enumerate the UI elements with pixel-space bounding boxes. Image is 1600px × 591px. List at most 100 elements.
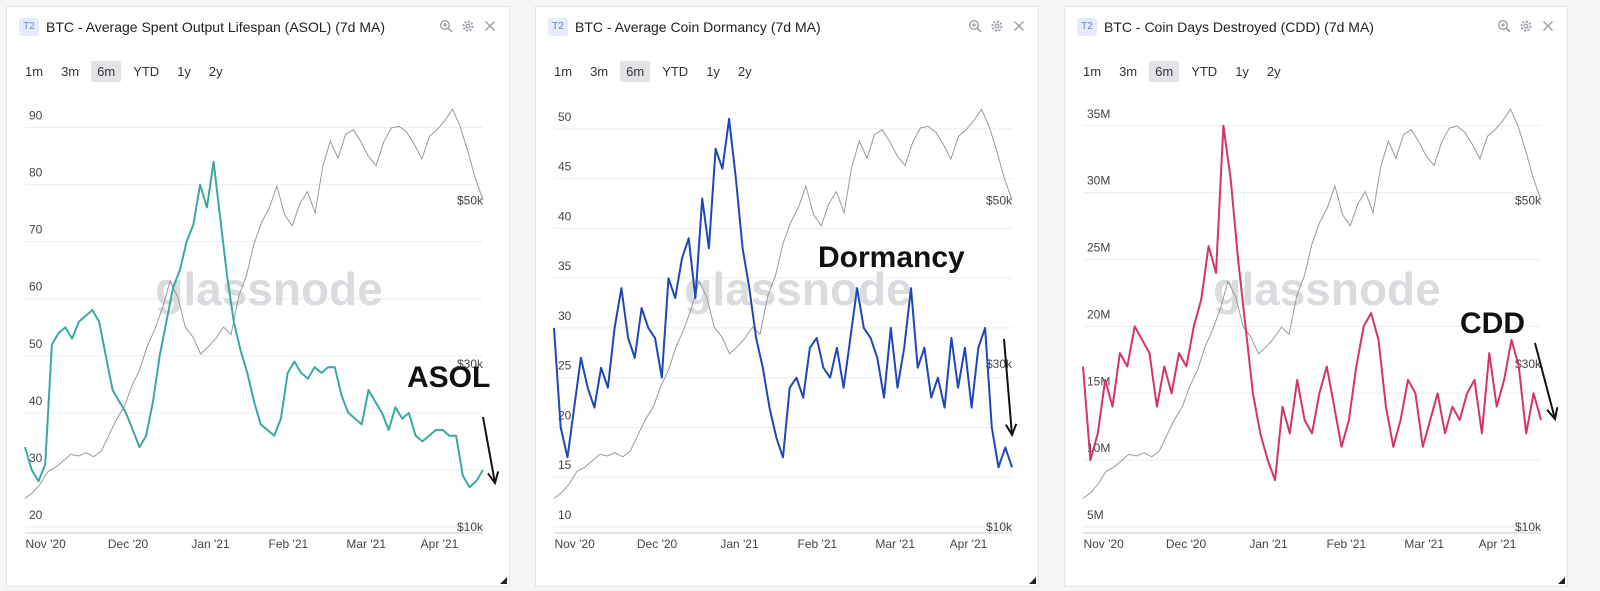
price-tick-label: $30k	[1515, 357, 1542, 371]
y-tick-label: 30M	[1087, 174, 1110, 188]
zoom-icon[interactable]	[439, 19, 453, 33]
x-tick-label: Apr '21	[950, 537, 988, 551]
timeframe-2y-button[interactable]: 2y	[1266, 64, 1281, 79]
watermark: glassnode	[1213, 263, 1441, 315]
y-tick-label: 70	[29, 223, 43, 237]
watermark: glassnode	[155, 263, 383, 315]
header-icons	[1497, 19, 1555, 33]
y-tick-label: 35	[558, 259, 572, 273]
price-tick-label: $50k	[1515, 194, 1542, 208]
arrowhead-icon	[1005, 423, 1018, 438]
y-tick-label: 5M	[1087, 508, 1104, 522]
zoom-icon[interactable]	[1497, 19, 1511, 33]
x-tick-label: Dec '20	[637, 537, 678, 551]
btc-price-line	[24, 108, 484, 499]
y-tick-label: 60	[29, 280, 43, 294]
x-tick-label: Feb '21	[1327, 537, 1367, 551]
annotation-label: Dormancy	[818, 241, 965, 274]
watermark: glassnode	[684, 263, 912, 315]
cdd-series-line	[1082, 124, 1542, 482]
timeframe-1m-button[interactable]: 1m	[1083, 64, 1102, 79]
price-tick-label: $10k	[457, 520, 484, 534]
dormancy-series-line	[553, 117, 1013, 469]
timeframe-selector: 1m 3m 6m YTD 1y 2y	[548, 61, 758, 82]
x-tick-label: Feb '21	[269, 537, 309, 551]
timeframe-6m-button[interactable]: 6m	[1149, 61, 1180, 82]
tier-badge: T2	[1077, 18, 1097, 36]
chart-title: BTC - Average Coin Dormancy (7d MA)	[575, 19, 821, 35]
timeframe-1y-button[interactable]: 1y	[177, 64, 191, 79]
resize-handle[interactable]	[1029, 577, 1036, 584]
price-tick-label: $50k	[457, 194, 484, 208]
panel-header: T2 BTC - Average Spent Output Lifespan (A…	[7, 7, 509, 47]
header-icons	[439, 19, 497, 33]
y-tick-label: 20	[558, 408, 572, 422]
annotation-arrow	[482, 416, 496, 484]
x-tick-label: Mar '21	[346, 537, 386, 551]
timeframe-6m-button[interactable]: 6m	[620, 61, 651, 82]
timeframe-selector: 1m 3m 6m YTD 1y 2y	[1077, 61, 1287, 82]
chart-panel-asol: T2 BTC - Average Spent Output Lifespan (A…	[6, 6, 510, 587]
annotation-label: ASOL	[407, 361, 490, 394]
y-tick-label: 45	[558, 160, 572, 174]
x-tick-label: Nov '20	[554, 537, 595, 551]
price-tick-label: $10k	[986, 520, 1013, 534]
asol-series-line	[24, 160, 484, 489]
x-tick-label: Mar '21	[1404, 537, 1444, 551]
panel-header: T2 BTC - Average Coin Dormancy (7d MA)	[536, 7, 1038, 47]
gear-icon[interactable]	[461, 19, 475, 33]
btc-price-line	[553, 108, 1013, 499]
timeframe-3m-button[interactable]: 3m	[61, 64, 80, 79]
x-tick-label: Dec '20	[1166, 537, 1207, 551]
close-icon[interactable]	[1012, 19, 1026, 33]
chart-panel-cdd: T2 BTC - Coin Days Destroyed (CDD) (7d MA…	[1064, 6, 1568, 587]
x-tick-label: Feb '21	[798, 537, 838, 551]
x-tick-label: Nov '20	[1083, 537, 1124, 551]
close-icon[interactable]	[1541, 19, 1555, 33]
timeframe-2y-button[interactable]: 2y	[208, 64, 223, 79]
zoom-icon[interactable]	[968, 19, 982, 33]
timeframe-1m-button[interactable]: 1m	[25, 64, 44, 79]
timeframe-1y-button[interactable]: 1y	[1235, 64, 1249, 79]
resize-handle[interactable]	[1558, 577, 1565, 584]
resize-handle[interactable]	[500, 577, 507, 584]
timeframe-1m-button[interactable]: 1m	[554, 64, 573, 79]
x-tick-label: Mar '21	[875, 537, 915, 551]
x-tick-label: Apr '21	[421, 537, 459, 551]
timeframe-ytd-button[interactable]: YTD	[662, 64, 689, 79]
chart-area[interactable]: 10 15 20 25 30 35 40 45 50 Nov '20 Dec '20 Jan '21 F…	[536, 7, 1040, 588]
annotation-arrow	[1534, 342, 1556, 420]
x-tick-label: Nov '20	[25, 537, 66, 551]
gear-icon[interactable]	[990, 19, 1004, 33]
timeframe-2y-button[interactable]: 2y	[737, 64, 752, 79]
y-tick-label: 35M	[1087, 107, 1110, 121]
timeframe-6m-button[interactable]: 6m	[91, 61, 122, 82]
y-tick-label: 40	[558, 209, 572, 223]
y-tick-label: 25	[558, 359, 572, 373]
y-tick-label: 40	[29, 394, 43, 408]
gear-icon[interactable]	[1519, 19, 1533, 33]
chart-area[interactable]: 20 30 40 50 60 70 80 90 Nov '20 Dec '20 Jan '21 Feb…	[7, 7, 511, 588]
timeframe-selector: 1m 3m 6m YTD 1y 2y	[19, 61, 229, 82]
timeframe-ytd-button[interactable]: YTD	[133, 64, 160, 79]
timeframe-3m-button[interactable]: 3m	[1119, 64, 1138, 79]
y-tick-label: 30	[29, 451, 43, 465]
arrowhead-icon	[1546, 407, 1559, 422]
y-tick-label: 15	[558, 458, 572, 472]
timeframe-3m-button[interactable]: 3m	[590, 64, 609, 79]
price-tick-label: $30k	[986, 357, 1013, 371]
header-icons	[968, 19, 1026, 33]
timeframe-1y-button[interactable]: 1y	[706, 64, 720, 79]
y-tick-label: 30	[558, 309, 572, 323]
y-tick-label: 80	[29, 166, 43, 180]
y-tick-label: 20	[29, 508, 43, 522]
timeframe-ytd-button[interactable]: YTD	[1191, 64, 1218, 79]
btc-price-line	[1082, 108, 1542, 499]
y-tick-label: 50	[558, 110, 572, 124]
y-tick-label: 25M	[1087, 241, 1110, 255]
x-tick-label: Dec '20	[108, 537, 149, 551]
annotation-label: CDD	[1460, 307, 1525, 340]
chart-title: BTC - Average Spent Output Lifespan (ASO…	[46, 19, 386, 35]
close-icon[interactable]	[483, 19, 497, 33]
